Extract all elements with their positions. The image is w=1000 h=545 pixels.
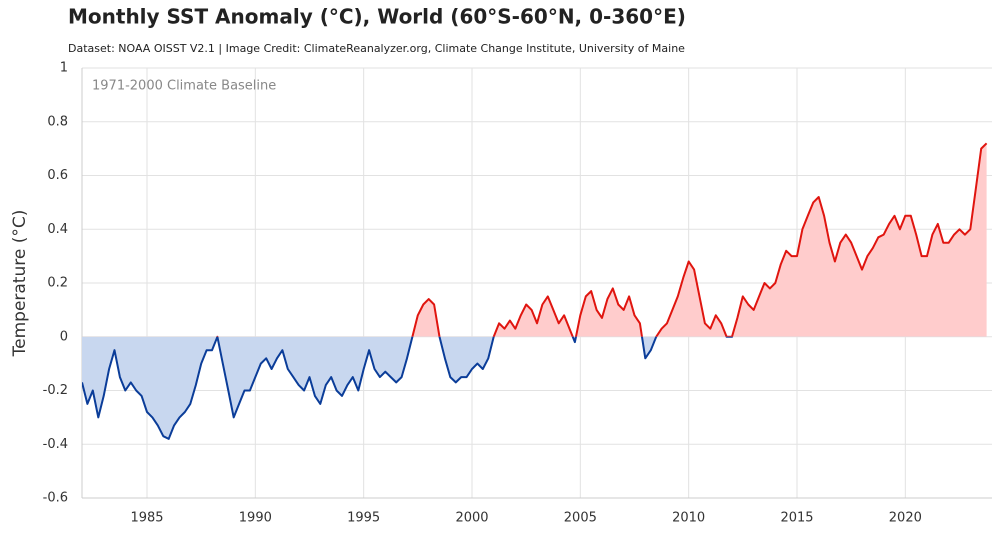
y-axis-label: Temperature (°C)	[10, 210, 30, 358]
y-tick-label: -0.4	[43, 437, 68, 452]
x-tick-label: 1995	[347, 511, 380, 526]
y-tick-label: 0.4	[47, 222, 68, 237]
y-tick-label: -0.6	[43, 491, 68, 506]
x-tick-label: 1985	[130, 511, 163, 526]
x-tick-label: 2010	[672, 511, 705, 526]
y-tick-label: 0.6	[47, 168, 68, 183]
line	[82, 336, 734, 440]
y-tick-label: 1	[60, 61, 68, 76]
y-tick-label: 0	[60, 329, 68, 344]
y-tick-label: 0.8	[47, 114, 68, 129]
chart-subtitle: Dataset: NOAA OISST V2.1 | Image Credit:…	[68, 42, 685, 55]
x-tick-label: 2020	[889, 511, 922, 526]
x-tick-label: 2000	[455, 511, 488, 526]
y-tick-label: 0.2	[47, 276, 68, 291]
x-tick-label: 2005	[564, 511, 597, 526]
x-tick-label: 1990	[239, 511, 272, 526]
line	[216, 142, 988, 337]
annotation: 1971-2000 Climate Baseline	[92, 79, 276, 94]
x-tick-label: 2015	[780, 511, 813, 526]
area	[82, 143, 987, 337]
area	[82, 336, 987, 439]
y-tick-label: -0.2	[43, 383, 68, 398]
chart-title: Monthly SST Anomaly (°C), World (60°S-60…	[68, 5, 686, 29]
